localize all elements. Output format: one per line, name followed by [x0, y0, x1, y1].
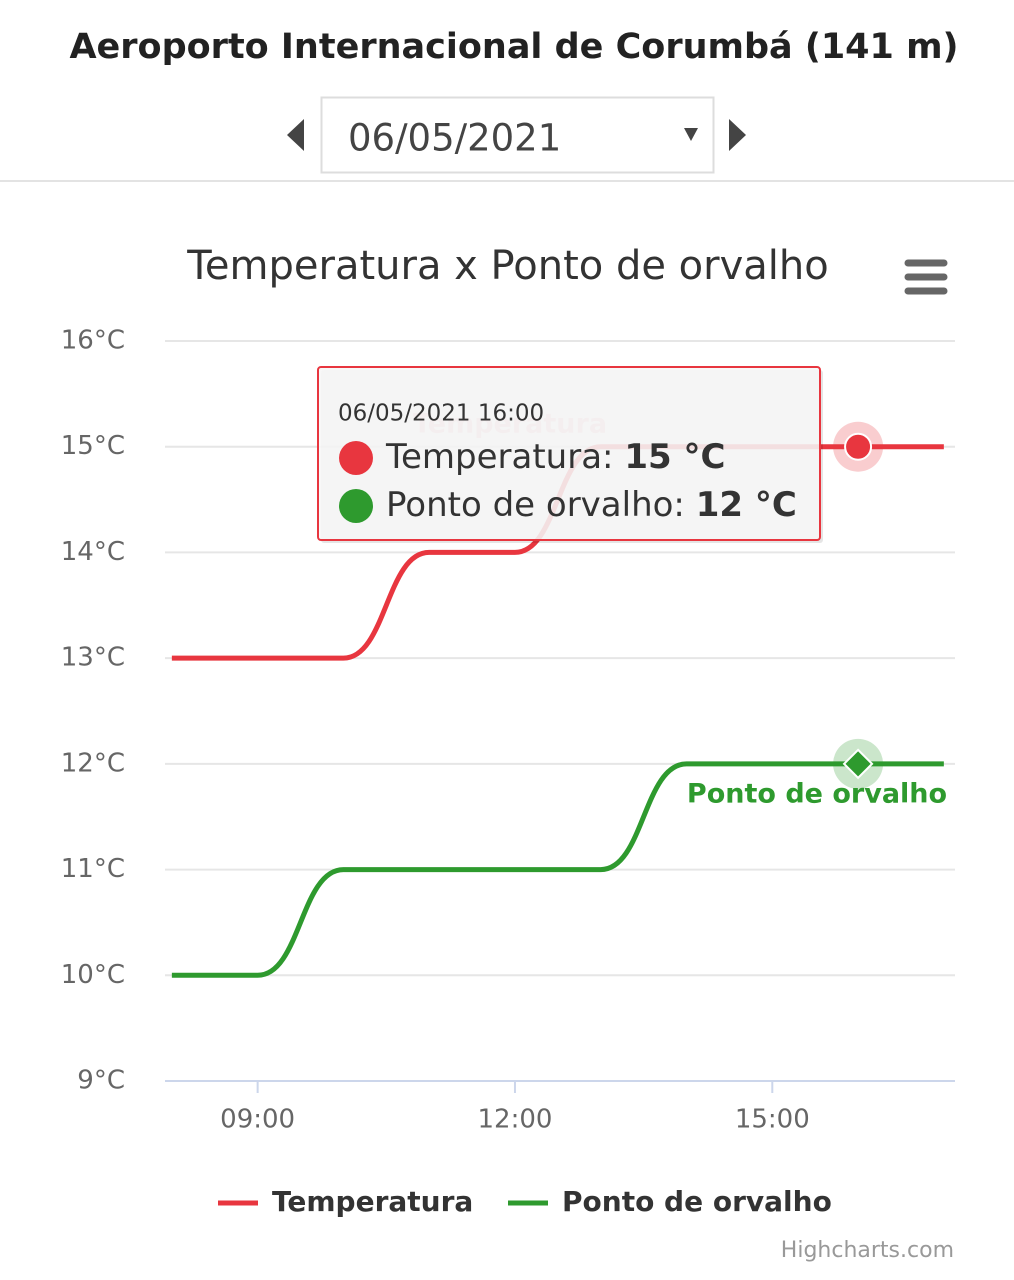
marker: [844, 432, 873, 461]
x-tick-label: 15:00: [735, 1105, 810, 1135]
series-line: [171, 761, 944, 978]
tooltip-dot: [339, 489, 373, 523]
tooltip-row: Temperatura: 15 °C: [385, 437, 725, 477]
y-tick-label: 13°C: [61, 643, 125, 673]
station-title: Aeroporto Internacional de Corumbá (141 …: [69, 27, 958, 67]
tooltip-row: Ponto de orvalho: 12 °C: [386, 485, 797, 525]
tooltip-value: 12 °C: [696, 485, 797, 525]
dropdown-arrow: [684, 128, 698, 141]
y-tick-label: 10°C: [61, 960, 125, 990]
tooltip-label: Ponto de orvalho:: [386, 485, 685, 525]
credits[interactable]: Highcharts.com: [781, 1238, 954, 1263]
tooltip-label: Temperatura:: [385, 437, 614, 477]
x-tick-label: 09:00: [220, 1105, 295, 1135]
x-tick-label: 12:00: [477, 1105, 552, 1135]
y-tick-label: 9°C: [77, 1066, 125, 1096]
series-label: Ponto de orvalho: [687, 779, 947, 810]
date-select[interactable]: [320, 96, 715, 174]
tooltip: [317, 366, 821, 541]
chart-title: Temperatura x Ponto de orvalho: [186, 243, 828, 289]
y-tick-label: 11°C: [61, 854, 125, 884]
marker: [842, 748, 874, 780]
menu-button[interactable]: [904, 259, 948, 295]
date-value: 06/05/2021: [348, 117, 561, 160]
tooltip-dot: [339, 441, 373, 475]
tooltip-header: 06/05/2021 16:00: [338, 401, 544, 427]
legend-label[interactable]: Ponto de orvalho: [562, 1185, 832, 1218]
y-tick-label: 15°C: [61, 431, 125, 461]
y-tick-label: 14°C: [61, 537, 125, 567]
y-tick-label: 12°C: [61, 748, 125, 778]
legend-label[interactable]: Temperatura: [272, 1185, 473, 1218]
next-day[interactable]: [729, 119, 746, 151]
prev-day[interactable]: [287, 119, 304, 151]
y-tick-label: 16°C: [61, 326, 125, 356]
tooltip-value: 15 °C: [624, 437, 725, 477]
